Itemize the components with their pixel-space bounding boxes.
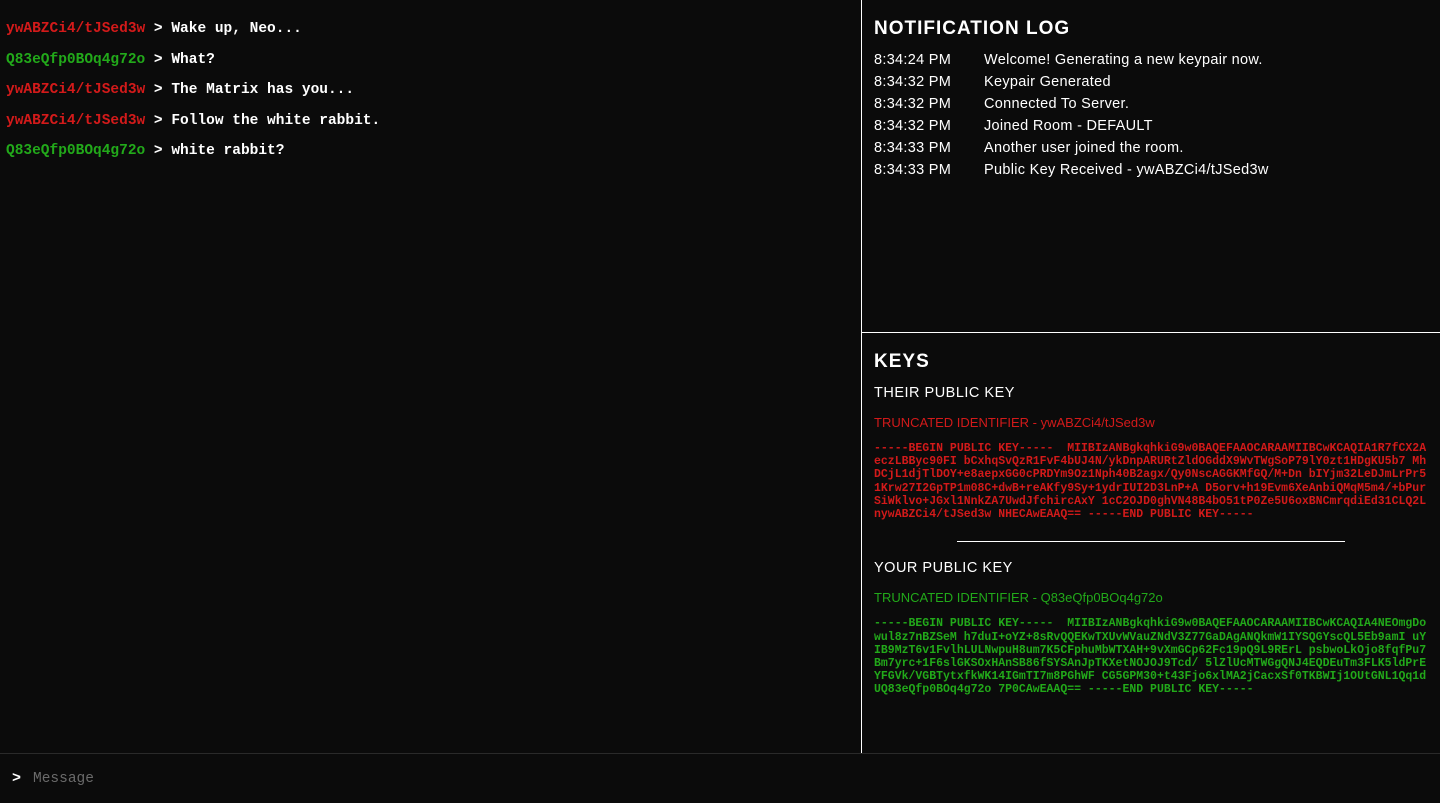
chat-messages: ywABZCi4/tJSed3w > Wake up, Neo... Q83eQf… <box>6 20 855 162</box>
notification-list: 8:34:24 PMWelcome! Generating a new keyp… <box>874 52 1428 178</box>
chat-line: ywABZCi4/tJSed3w > The Matrix has you... <box>6 81 855 101</box>
chat-text: white rabbit? <box>171 143 284 159</box>
chat-text: What? <box>171 52 215 68</box>
notification-time: 8:34:32 PM <box>874 118 984 134</box>
notification-time: 8:34:24 PM <box>874 52 984 68</box>
app-container: ywABZCi4/tJSed3w > Wake up, Neo... Q83eQf… <box>0 0 1440 753</box>
chat-user: Q83eQfp0BOq4g72o <box>6 143 145 159</box>
their-trunc-value: ywABZCi4/tJSed3w <box>1041 415 1155 430</box>
keys-panel: KEYS THEIR PUBLIC KEY TRUNCATED IDENTIFI… <box>862 333 1440 753</box>
notification-text: Public Key Received - ywABZCi4/tJSed3w <box>984 162 1428 178</box>
notification-row: 8:34:32 PMConnected To Server. <box>874 96 1428 112</box>
notification-text: Another user joined the room. <box>984 140 1428 156</box>
notification-row: 8:34:32 PMJoined Room - DEFAULT <box>874 118 1428 134</box>
notification-text: Welcome! Generating a new keypair now. <box>984 52 1428 68</box>
key-divider <box>957 541 1345 542</box>
notification-row: 8:34:24 PMWelcome! Generating a new keyp… <box>874 52 1428 68</box>
keys-title: KEYS <box>874 351 1428 373</box>
chat-text: Follow the white rabbit. <box>171 113 380 129</box>
chat-line: ywABZCi4/tJSed3w > Follow the white rabb… <box>6 112 855 132</box>
notification-row: 8:34:32 PMKeypair Generated <box>874 74 1428 90</box>
your-truncated-id: TRUNCATED IDENTIFIER - Q83eQfp0BOq4g72o <box>874 590 1428 605</box>
notification-row: 8:34:33 PMPublic Key Received - ywABZCi4… <box>874 162 1428 178</box>
chat-arrow: > <box>145 113 171 129</box>
your-key-label: YOUR PUBLIC KEY <box>874 560 1428 576</box>
chat-text: Wake up, Neo... <box>171 21 302 37</box>
chat-arrow: > <box>145 82 171 98</box>
their-key-label: THEIR PUBLIC KEY <box>874 385 1428 401</box>
chat-panel: ywABZCi4/tJSed3w > Wake up, Neo... Q83eQf… <box>0 0 862 753</box>
message-input[interactable] <box>33 771 1428 787</box>
notification-title: NOTIFICATION LOG <box>874 18 1428 40</box>
notification-row: 8:34:33 PMAnother user joined the room. <box>874 140 1428 156</box>
chat-line: Q83eQfp0BOq4g72o > What? <box>6 51 855 71</box>
their-truncated-id: TRUNCATED IDENTIFIER - ywABZCi4/tJSed3w <box>874 415 1428 430</box>
their-trunc-label: TRUNCATED IDENTIFIER - <box>874 415 1041 430</box>
input-bar: > <box>0 753 1440 803</box>
notification-panel: NOTIFICATION LOG 8:34:24 PMWelcome! Gene… <box>862 0 1440 333</box>
notification-time: 8:34:33 PM <box>874 162 984 178</box>
chat-user: ywABZCi4/tJSed3w <box>6 82 145 98</box>
prompt-arrow: > <box>12 770 21 787</box>
side-panel: NOTIFICATION LOG 8:34:24 PMWelcome! Gene… <box>862 0 1440 753</box>
chat-user: Q83eQfp0BOq4g72o <box>6 52 145 68</box>
your-trunc-label: TRUNCATED IDENTIFIER - <box>874 590 1041 605</box>
chat-arrow: > <box>145 21 171 37</box>
chat-arrow: > <box>145 143 171 159</box>
chat-line: ywABZCi4/tJSed3w > Wake up, Neo... <box>6 20 855 40</box>
notification-text: Joined Room - DEFAULT <box>984 118 1428 134</box>
notification-time: 8:34:32 PM <box>874 74 984 90</box>
chat-text: The Matrix has you... <box>171 82 354 98</box>
notification-text: Keypair Generated <box>984 74 1428 90</box>
chat-user: ywABZCi4/tJSed3w <box>6 113 145 129</box>
chat-user: ywABZCi4/tJSed3w <box>6 21 145 37</box>
chat-line: Q83eQfp0BOq4g72o > white rabbit? <box>6 142 855 162</box>
notification-text: Connected To Server. <box>984 96 1428 112</box>
chat-arrow: > <box>145 52 171 68</box>
their-public-key-block: -----BEGIN PUBLIC KEY----- MIIBIzANBgkqh… <box>874 442 1428 521</box>
your-public-key-block: -----BEGIN PUBLIC KEY----- MIIBIzANBgkqh… <box>874 617 1428 696</box>
notification-time: 8:34:32 PM <box>874 96 984 112</box>
notification-time: 8:34:33 PM <box>874 140 984 156</box>
your-trunc-value: Q83eQfp0BOq4g72o <box>1041 590 1163 605</box>
